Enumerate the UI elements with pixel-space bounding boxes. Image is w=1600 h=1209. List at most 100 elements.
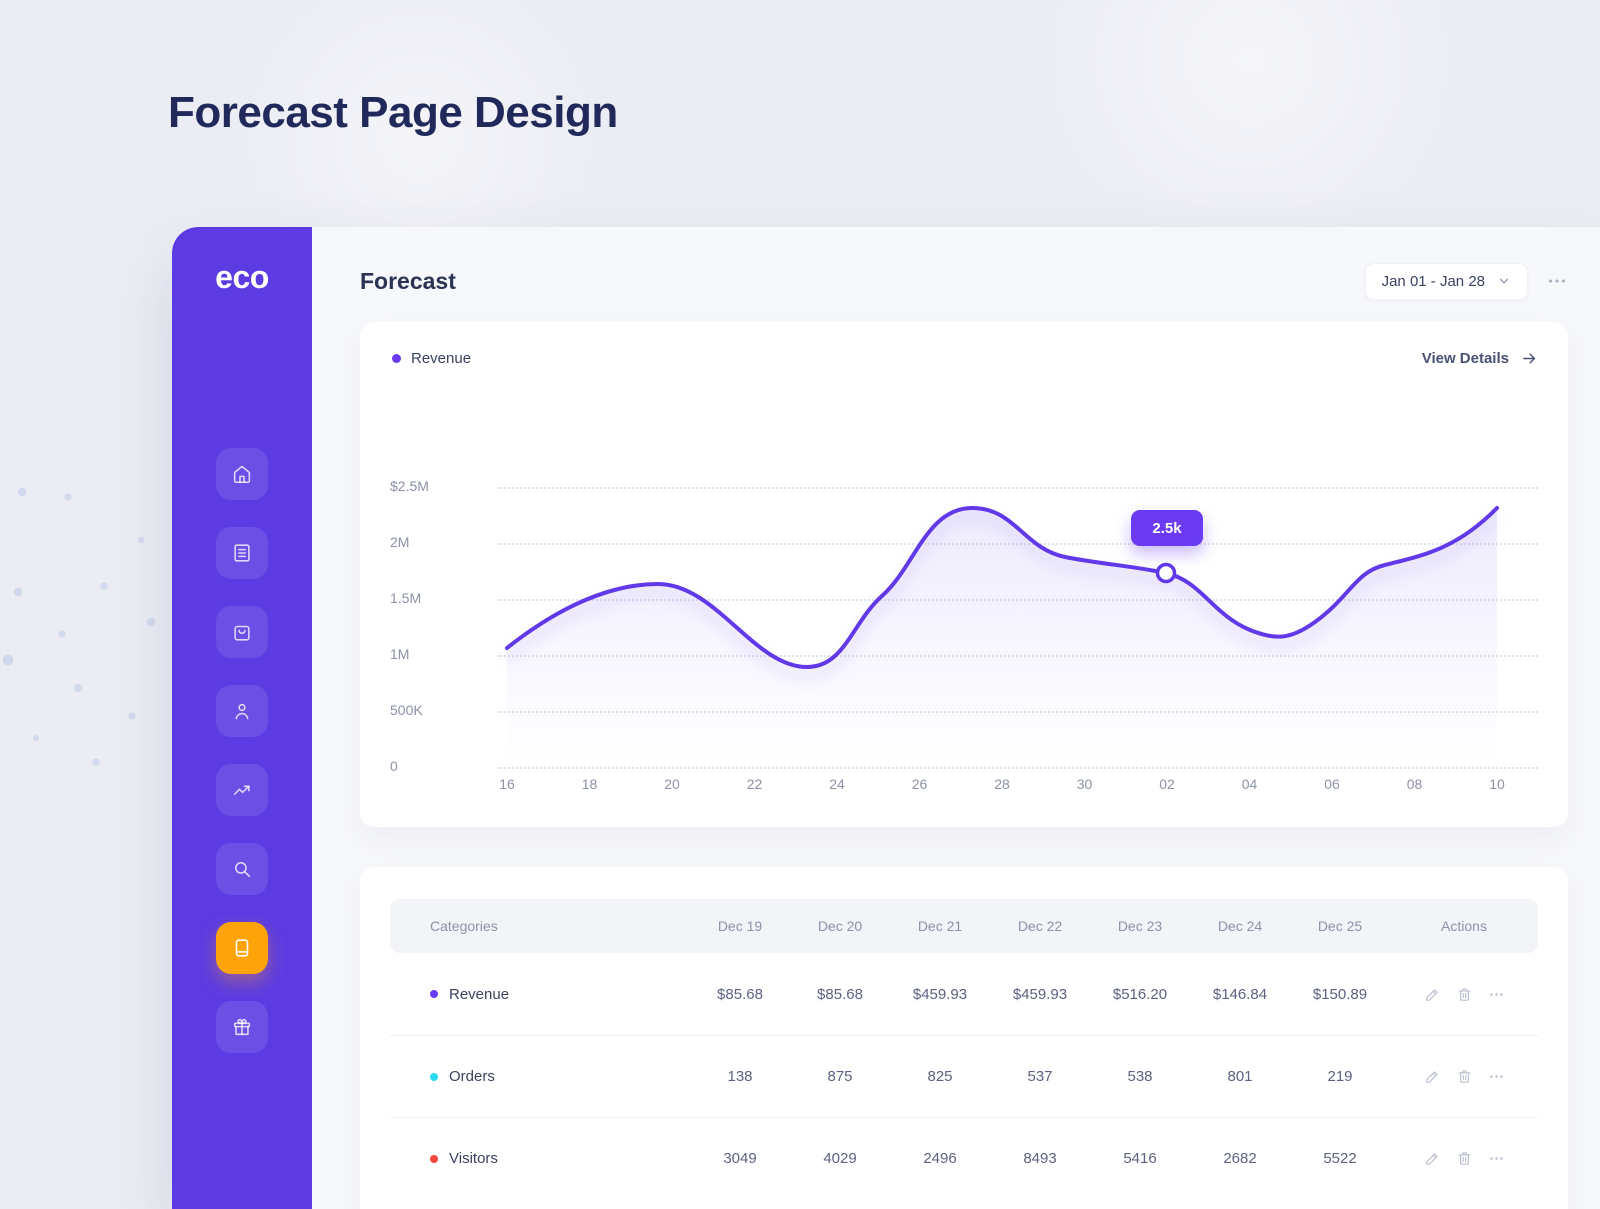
value-cell: $459.93 [912,985,968,1003]
more-options-button[interactable] [1546,270,1568,292]
view-details-link[interactable]: View Details [1422,350,1538,367]
value-cell: 219 [1327,1068,1353,1085]
sidebar-item-customers[interactable] [216,685,268,737]
column-header: Dec 21 [917,918,963,934]
table-row-orders: Orders 138 875 825 537 538 801 219 [390,1035,1538,1117]
value-cell: 3049 [723,1150,757,1167]
sidebar-item-orders[interactable] [216,606,268,658]
chart-tooltip: 2.5k [1131,510,1203,546]
arrow-right-icon [1523,353,1536,364]
y-axis-label: 500K [390,702,423,718]
column-header: Dec 20 [817,918,863,934]
forecast-table-card: Categories Dec 19 Dec 20 Dec 21 Dec 22 D… [360,867,1568,1209]
chart-header: Revenue View Details [392,350,1538,367]
topbar: Forecast Jan 01 - Jan 28 [360,261,1568,301]
gridline [497,487,1538,489]
column-header: Categories [430,918,498,934]
date-range-picker[interactable]: Jan 01 - Jan 28 [1364,262,1528,300]
edit-button[interactable] [1424,986,1441,1003]
page-heading: Forecast [360,267,456,294]
value-cell: 5416 [1123,1150,1157,1167]
delete-button[interactable] [1456,1150,1473,1167]
column-header: Actions [1441,918,1487,934]
delete-button[interactable] [1456,1068,1473,1085]
legend-label: Revenue [411,350,472,367]
gridline [497,599,1538,601]
x-axis-label: 24 [829,776,845,792]
x-axis: 16 18 20 22 24 26 28 30 02 04 06 08 10 [493,776,1511,792]
row-more-button[interactable] [1488,1068,1505,1085]
topbar-right: Jan 01 - Jan 28 [1364,262,1568,300]
chart-area-fill [507,508,1497,767]
legend: Revenue [392,350,471,367]
column-header: Dec 19 [717,918,763,934]
category-dot [430,1072,438,1081]
user-icon [235,703,249,720]
home-icon [233,465,251,484]
pencil-icon [1425,1153,1438,1165]
table-row-visitors: Visitors 3049 4029 2496 8493 5416 2682 5… [390,1117,1538,1199]
category-label: Visitors [449,1150,498,1167]
shopping-bag-icon [234,625,250,641]
sidebar-item-rewards[interactable] [216,1001,268,1053]
sidebar-item-analytics[interactable] [216,764,268,816]
category-cell: Visitors [390,1150,690,1167]
value-cell: $150.89 [1312,985,1368,1003]
edit-button[interactable] [1424,1068,1441,1085]
main-content: Forecast Jan 01 - Jan 28 [312,227,1600,1209]
chevron-down-icon [1499,278,1509,284]
category-cell: Revenue [390,986,690,1003]
gift-icon [233,1018,251,1036]
value-cell: $146.84 [1212,985,1268,1003]
value-cell: 4029 [823,1150,857,1167]
value-cell: $85.68 [717,985,763,1003]
y-axis-label: 0 [390,758,398,774]
category-cell: Orders [390,1068,690,1085]
row-more-button[interactable] [1488,986,1505,1003]
value-cell: $85.68 [817,985,863,1003]
category-label: Revenue [449,985,510,1003]
category-dot [430,1154,438,1163]
x-axis-label: 26 [911,776,928,792]
x-axis-label: 08 [1406,776,1423,792]
value-cell: 825 [927,1068,953,1085]
document-icon [234,544,250,562]
sidebar-item-documents[interactable] [216,527,268,579]
sidebar-item-forecast[interactable] [216,922,268,974]
value-cell: 138 [727,1068,753,1085]
x-axis-label: 02 [1159,776,1175,792]
revenue-chart-card: Revenue View Details $2 [360,322,1568,827]
chart-line [505,505,1499,670]
column-header: Dec 22 [1017,918,1063,934]
sidebar-item-search[interactable] [216,843,268,895]
trash-icon [1458,1152,1470,1165]
x-axis-label: 22 [746,776,763,792]
app-logo: eco [215,259,269,295]
book-icon [235,939,249,957]
value-cell: 538 [1127,1068,1153,1085]
gridline [497,655,1538,657]
revenue-line-chart [505,505,1499,767]
x-axis-label: 20 [664,776,680,792]
value-cell: 2496 [923,1150,957,1167]
value-cell: 801 [1227,1068,1253,1085]
ellipsis-icon [1489,992,1503,996]
edit-button[interactable] [1424,1150,1441,1167]
table-row-revenue: Revenue $85.68 $85.68 $459.93 $459.93 $5… [390,953,1538,1035]
legend-dot [392,354,401,363]
sidebar-item-home[interactable] [216,448,268,500]
x-axis-label: 30 [1076,776,1093,792]
ellipsis-icon [1489,1157,1503,1160]
x-axis-label: 04 [1241,776,1258,792]
value-cell: 875 [827,1068,853,1085]
delete-button[interactable] [1456,986,1473,1003]
gridline [497,767,1538,769]
row-more-button[interactable] [1488,1150,1505,1167]
column-header: Dec 25 [1317,918,1363,934]
actions-cell [1390,1150,1538,1167]
y-axis-label: 2M [390,534,410,550]
value-cell: 8493 [1023,1150,1057,1167]
gridline [497,711,1538,713]
category-dot [430,990,438,998]
